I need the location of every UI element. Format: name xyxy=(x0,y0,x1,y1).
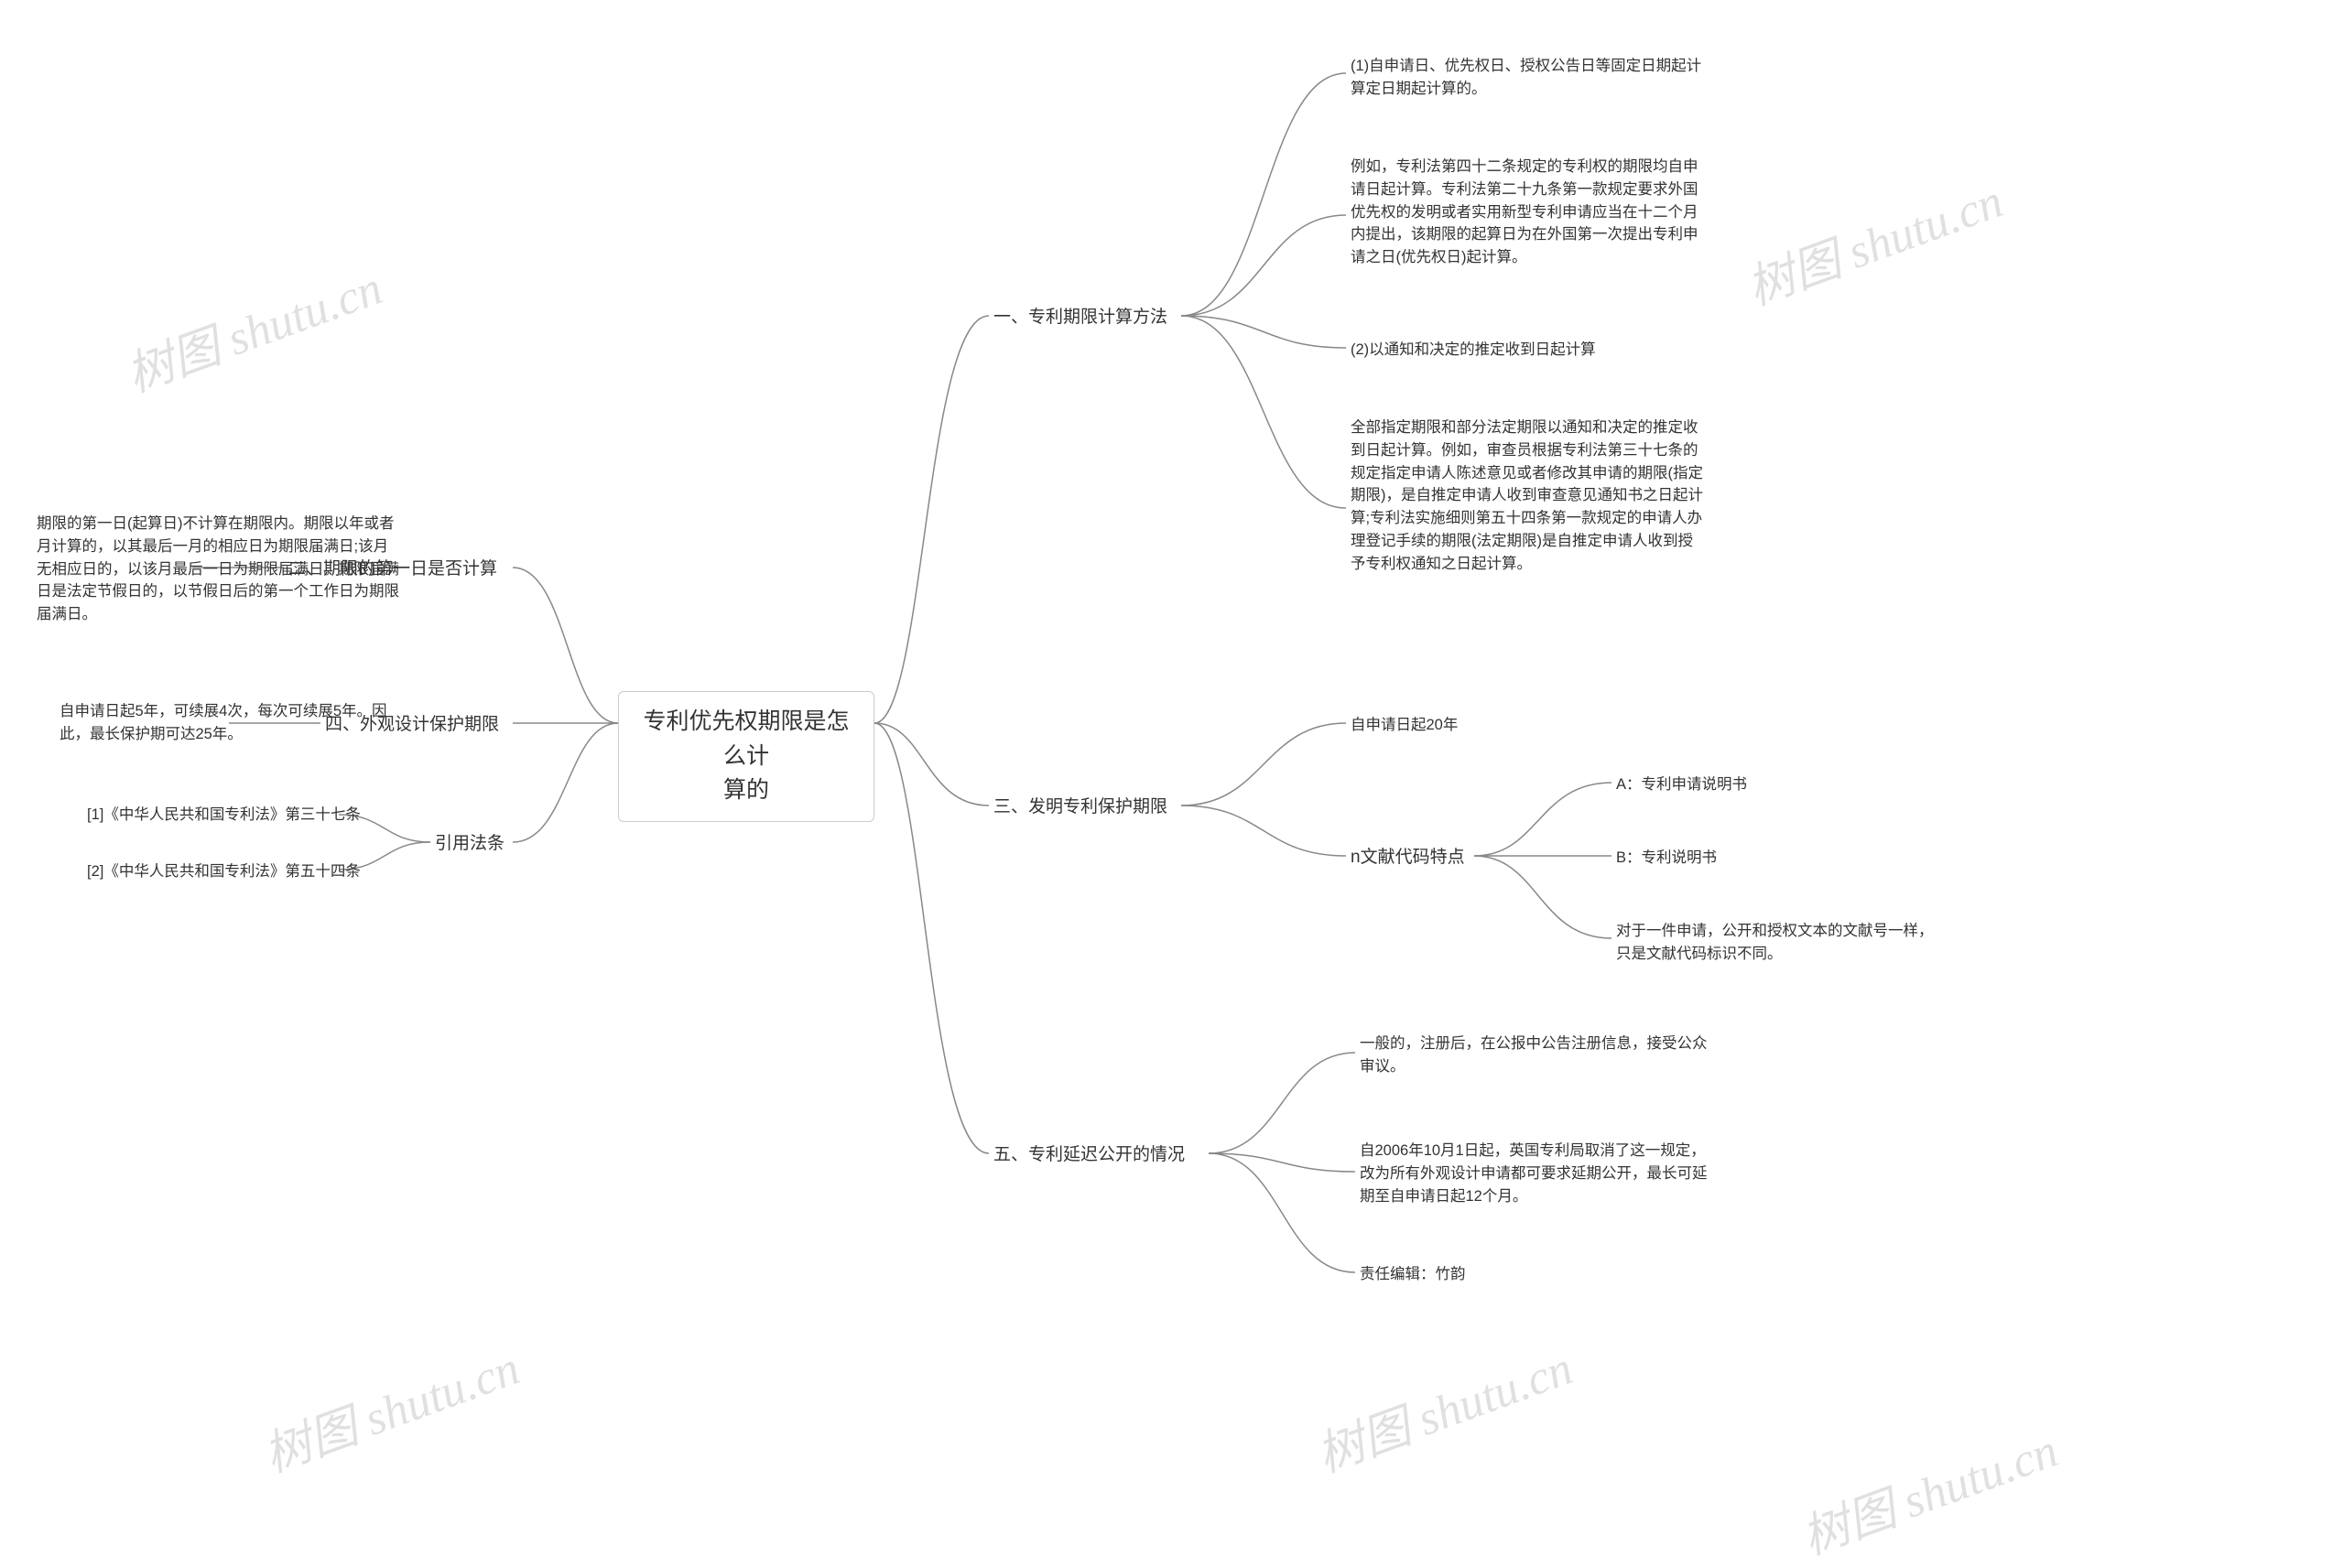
branch-l-ref: 引用法条 xyxy=(435,831,505,858)
leaf-r1-0: (1)自申请日、优先权日、授权公告日等固定日期起计算定日期起计算的。 xyxy=(1351,55,1708,101)
leaf-lref-0: [1]《中华人民共和国专利法》第三十七条 xyxy=(87,804,361,827)
leaf-lref-1: [2]《中华人民共和国专利法》第五十四条 xyxy=(87,860,361,883)
leaf-l2-0: 期限的第一日(起算日)不计算在期限内。期限以年或者月计算的，以其最后一月的相应日… xyxy=(37,513,403,626)
leaf-r3-sub-0: A：专利申请说明书 xyxy=(1616,773,1747,796)
left-real-links xyxy=(0,0,2344,1503)
left-leaf-links xyxy=(0,0,2344,1503)
leaf-r5-1: 自2006年10月1日起，英国专利局取消了这一规定，改为所有外观设计申请都可要求… xyxy=(1360,1140,1717,1207)
branch-r5: 五、专利延迟公开的情况 xyxy=(993,1142,1185,1169)
watermark: 树图 shutu.cn xyxy=(115,249,390,405)
connector-layer xyxy=(0,0,2344,1503)
left-leaf-final xyxy=(0,0,2344,1503)
branch-r3: 三、发明专利保护期限 xyxy=(993,795,1167,821)
root-line2: 算的 xyxy=(723,777,769,803)
leaf-r3-sub-2: 对于一件申请，公开和授权文本的文献号一样，只是文献代码标识不同。 xyxy=(1616,920,1946,966)
connector-left-extra xyxy=(0,0,2344,1503)
leaf-r1-1: 例如，专利法第四十二条规定的专利权的期限均自申请日起计算。专利法第二十九条第一款… xyxy=(1351,156,1708,269)
leaf-r5-2: 责任编辑：竹韵 xyxy=(1360,1263,1466,1286)
watermark: 树图 shutu.cn xyxy=(253,1329,527,1485)
branch-r3-sub: n文献代码特点 xyxy=(1351,845,1465,871)
leaf-r1-3: 全部指定期限和部分法定期限以通知和决定的推定收到日起计算。例如，审查员根据专利法… xyxy=(1351,416,1708,575)
watermark: 树图 shutu.cn xyxy=(1791,1411,2066,1567)
leaf-r1-2: (2)以通知和决定的推定收到日起计算 xyxy=(1351,339,1596,362)
left-final xyxy=(0,0,2344,1503)
leaf-r3-direct: 自申请日起20年 xyxy=(1351,714,1458,737)
root-line1: 专利优先权期限是怎么计 xyxy=(643,708,849,769)
leaf-r5-0: 一般的，注册后，在公报中公告注册信息，接受公众审议。 xyxy=(1360,1033,1717,1078)
leaf-l4-0: 自申请日起5年，可续展4次，每次可续展5年。因此，最长保护期可达25年。 xyxy=(60,700,398,746)
left-extra-correct xyxy=(0,0,2344,1503)
watermark: 树图 shutu.cn xyxy=(1736,162,2011,318)
branch-r1: 一、专利期限计算方法 xyxy=(993,305,1167,331)
root-node: 专利优先权期限是怎么计 算的 xyxy=(618,691,874,822)
connector-left2 xyxy=(0,0,2344,1503)
leaf-r3-sub-1: B：专利说明书 xyxy=(1616,847,1717,870)
left-connectors-clean xyxy=(0,0,2344,1503)
watermark: 树图 shutu.cn xyxy=(1306,1329,1580,1485)
left-brackets xyxy=(0,0,2344,1503)
